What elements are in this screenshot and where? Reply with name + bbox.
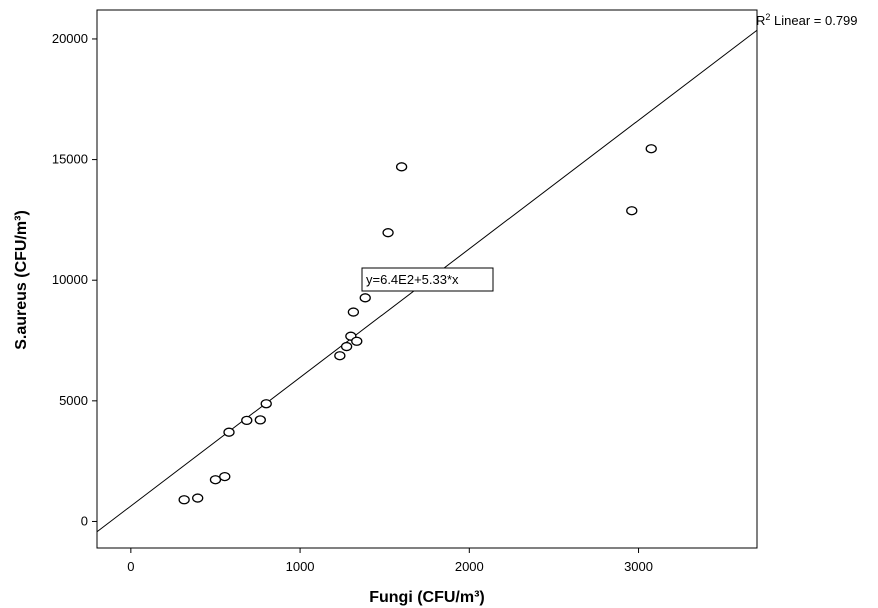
- x-tick-label: 2000: [455, 559, 484, 574]
- data-point: [260, 399, 272, 409]
- x-tick-label: 3000: [624, 559, 653, 574]
- data-point: [645, 144, 657, 154]
- r2-label-prefix: R: [756, 13, 765, 28]
- fit-equation-box: [361, 267, 494, 292]
- data-point: [192, 493, 204, 503]
- plot-frame: [96, 9, 758, 549]
- r2-label-rest: Linear = 0.799: [770, 13, 857, 28]
- data-point: [334, 351, 346, 361]
- y-axis-title: S.aureus (CFU/m³): [13, 210, 30, 350]
- data-point: [340, 341, 353, 352]
- data-point: [178, 495, 190, 505]
- y-tick-label: 5000: [59, 393, 88, 408]
- data-point: [241, 415, 253, 426]
- data-point: [209, 475, 222, 485]
- data-point: [219, 471, 231, 482]
- y-tick-label: 20000: [52, 31, 88, 46]
- data-point: [395, 162, 408, 172]
- data-point: [382, 228, 394, 238]
- data-point: [347, 307, 360, 317]
- x-tick-label: 0: [127, 559, 134, 574]
- x-tick-label: 1000: [286, 559, 315, 574]
- y-tick-label: 10000: [52, 272, 88, 287]
- r2-linear-label: R2 Linear = 0.799: [756, 12, 858, 28]
- data-point: [626, 206, 638, 216]
- fit-equation-label: y=6.4E2+5.33*x: [366, 272, 459, 287]
- data-point: [223, 427, 235, 437]
- data-point: [351, 336, 363, 346]
- y-tick-label: 15000: [52, 152, 88, 167]
- y-tick-label: 0: [81, 513, 88, 528]
- fit-equation-annotation: y=6.4E2+5.33*x: [361, 267, 494, 292]
- x-axis-title: Fungi (CFU/m³): [369, 589, 485, 606]
- r2-label-superscript: 2: [765, 12, 770, 22]
- data-point: [254, 415, 266, 425]
- data-point: [359, 293, 371, 303]
